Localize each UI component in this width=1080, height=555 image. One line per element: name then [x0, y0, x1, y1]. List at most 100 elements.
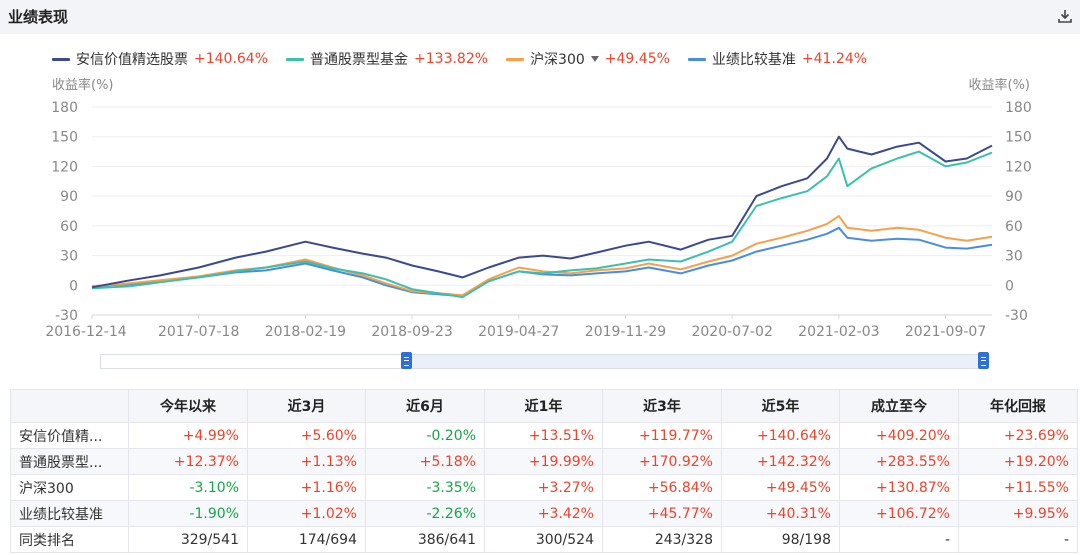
table-row: 安信价值精... +4.99% +5.60% -0.20% +13.51% +119.77…	[10, 422, 1078, 449]
legend-value: +140.64%	[194, 51, 269, 67]
y-tick-label-right: 60	[1005, 219, 1023, 235]
table-cell: +3.27%	[484, 474, 603, 501]
table-cell: 300/524	[484, 526, 603, 553]
y-tick-label-left: 30	[60, 249, 78, 265]
download-icon[interactable]	[1056, 7, 1074, 25]
table-cell: +3.42%	[484, 500, 603, 527]
table-cell: -3.35%	[365, 474, 485, 501]
table-cell: +4.99%	[128, 422, 248, 449]
series-line	[91, 215, 993, 297]
row-label: 业绩比较基准	[10, 500, 129, 527]
slider-start-handle[interactable]	[401, 352, 412, 369]
row-label: 沪深300	[10, 474, 129, 501]
table-row: 普通股票型... +12.37% +1.13% +5.18% +19.99% +170.9…	[10, 448, 1078, 475]
table-cell: +130.87%	[839, 474, 959, 501]
y-tick-label-left: 120	[51, 159, 78, 175]
column-header: 近5年	[721, 389, 840, 423]
y-tick-label-right: 180	[1005, 100, 1032, 116]
table-cell: +119.77%	[602, 422, 722, 449]
table-cell: +56.84%	[602, 474, 722, 501]
table-cell: -1.90%	[128, 500, 248, 527]
legend-item[interactable]: 沪深300 +49.45%	[506, 49, 670, 69]
date-range-slider[interactable]	[100, 354, 988, 369]
section-header: 业绩表现	[0, 0, 1080, 34]
table-cell: +23.69%	[958, 422, 1078, 449]
y-tick-label-right: 90	[1005, 189, 1023, 205]
x-tick-label: 2016-12-14	[45, 324, 126, 340]
table-cell: -	[958, 526, 1078, 553]
table-cell: +49.45%	[721, 474, 840, 501]
table-cell: +106.72%	[839, 500, 959, 527]
legend-swatch	[687, 57, 706, 61]
table-cell: +5.60%	[247, 422, 366, 449]
y-tick-label-left: 180	[51, 100, 78, 116]
table-cell: +140.64%	[721, 422, 840, 449]
y-tick-label-right: 150	[1005, 130, 1032, 146]
y-axis-title-right: 收益率(%)	[969, 77, 1031, 93]
table-cell: +5.18%	[365, 448, 485, 475]
series-line	[91, 135, 993, 289]
y-tick-label-left: 0	[69, 278, 78, 294]
column-header: 近6月	[365, 389, 485, 423]
table-row: 业绩比较基准 -1.90% +1.02% -2.26% +3.42% +45.77% +40…	[10, 500, 1078, 527]
x-tick-label: 2020-07-02	[691, 324, 772, 340]
table-cell: +142.32%	[721, 448, 840, 475]
y-tick-label-right: 30	[1005, 249, 1023, 265]
table-row: 沪深300 -3.10% +1.16% -3.35% +3.27% +56.84% +49.…	[10, 474, 1078, 501]
x-tick-label: 2018-09-23	[371, 324, 452, 340]
y-tick-label-left: 90	[60, 189, 78, 205]
legend-value: +41.24%	[801, 51, 868, 67]
table-cell: +40.31%	[721, 500, 840, 527]
table-cell: +11.55%	[958, 474, 1078, 501]
table-cell: 98/198	[721, 526, 840, 553]
column-header: 近1年	[484, 389, 603, 423]
caret-down-icon[interactable]	[590, 56, 599, 62]
table-cell: +19.20%	[958, 448, 1078, 475]
table-row: 同类排名 329/541 174/694 386/641 300/524 243/328 9…	[10, 526, 1078, 553]
table-cell: 386/641	[365, 526, 485, 553]
y-axis-title-left: 收益率(%)	[52, 77, 114, 93]
legend-swatch	[52, 57, 70, 61]
table-cell: -0.20%	[365, 422, 485, 449]
table-cell: 243/328	[602, 526, 722, 553]
table-cell: -	[839, 526, 959, 553]
x-tick-label: 2021-02-03	[798, 324, 879, 340]
x-tick-label: 2018-02-19	[265, 324, 346, 340]
performance-line-chart: 收益率(%) 收益率(%) 180 180 150 150 120 120 90 90 60 60 30…	[45, 77, 1032, 340]
slider-end-handle[interactable]	[978, 352, 989, 369]
y-tick-label-right: 120	[1005, 159, 1032, 175]
x-tick-label: 2021-09-07	[905, 324, 986, 340]
table-cell: +409.20%	[839, 422, 959, 449]
row-label: 普通股票型...	[10, 448, 129, 475]
table-cell: -3.10%	[128, 474, 248, 501]
table-cell: 174/694	[247, 526, 366, 553]
table-cell: +45.77%	[602, 500, 722, 527]
section-title: 业绩表现	[8, 8, 69, 26]
row-label: 同类排名	[10, 526, 129, 553]
table-header-row: 今年以来 近3月 近6月 近1年 近3年 近5年 成立至今 年化回报	[10, 389, 1078, 423]
legend-item[interactable]: 业绩比较基准 +41.24%	[687, 49, 868, 69]
y-tick-label-left: 150	[51, 130, 78, 146]
x-tick-label: 2019-11-29	[585, 324, 666, 340]
y-tick-label-right: -30	[1005, 308, 1028, 324]
y-tick-label-left: 60	[60, 219, 78, 235]
legend-swatch	[506, 57, 525, 61]
legend-swatch	[286, 57, 305, 61]
legend-item[interactable]: 普通股票型基金 +133.82%	[286, 49, 488, 69]
series-line	[91, 150, 993, 299]
performance-table: 今年以来 近3月 近6月 近1年 近3年 近5年 成立至今 年化回报 安信价值精... +4.9…	[10, 389, 1078, 553]
legend-name: 业绩比较基准	[711, 52, 796, 68]
table-cell: -2.26%	[365, 500, 485, 527]
table-cell: +1.13%	[247, 448, 366, 475]
legend-item[interactable]: 安信价值精选股票 +140.64%	[52, 49, 268, 69]
column-header: 近3年	[602, 389, 722, 423]
row-label: 安信价值精...	[10, 422, 129, 449]
column-header	[10, 389, 129, 423]
table-cell: +9.95%	[958, 500, 1078, 527]
column-header: 年化回报	[958, 389, 1078, 423]
column-header: 今年以来	[128, 389, 248, 423]
slider-selected-range	[402, 355, 987, 368]
column-header: 近3月	[247, 389, 366, 423]
legend-name: 安信价值精选股票	[76, 52, 188, 68]
column-header: 成立至今	[839, 389, 959, 423]
